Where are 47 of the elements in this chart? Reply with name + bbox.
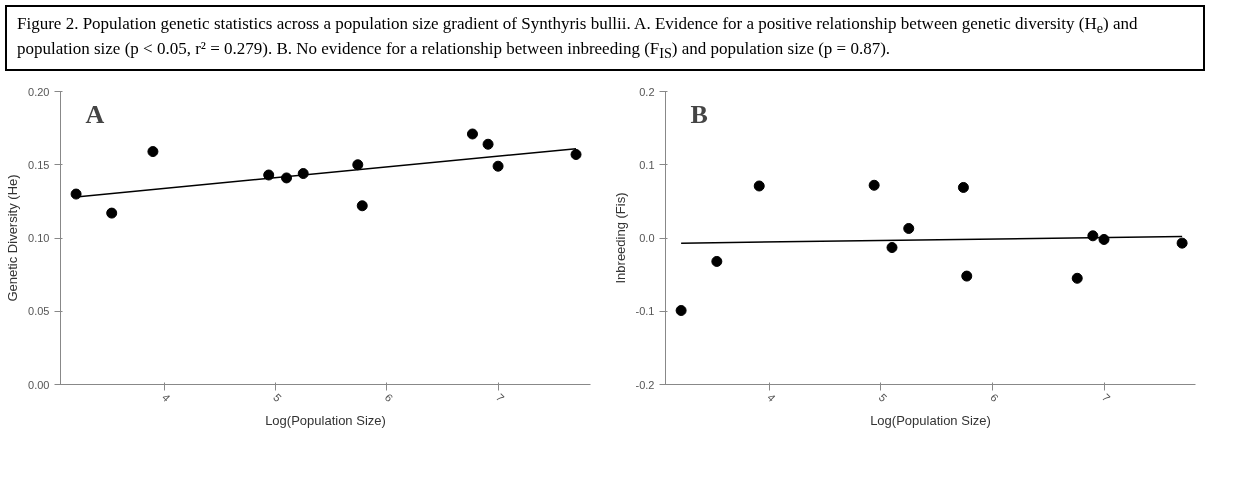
y-tick-label: 0.1 (639, 158, 655, 171)
x-tick-label: 5 (876, 390, 890, 404)
x-tick-label: 4 (159, 390, 173, 404)
x-tick-label: 5 (271, 390, 284, 404)
y-axis-title: Inbreeding (Fis) (612, 192, 628, 284)
y-tick-label: 0.00 (28, 378, 50, 391)
y-tick-label: 0.0 (639, 231, 655, 244)
point (903, 222, 915, 234)
y-tick-label: 0.10 (28, 231, 50, 244)
point (356, 199, 368, 211)
x-tick-label: 4 (765, 390, 778, 404)
y-tick-label: 0.20 (28, 85, 50, 98)
point (886, 241, 898, 253)
x-tick-label: 7 (493, 390, 507, 404)
point (1176, 237, 1188, 249)
y-tick-label: 0.05 (28, 304, 50, 317)
point (263, 169, 275, 181)
annotation: B (690, 99, 708, 129)
x-tick-label: 7 (1099, 390, 1113, 404)
point (482, 138, 494, 150)
point (675, 304, 687, 316)
point (868, 179, 880, 191)
point (1087, 229, 1099, 241)
x-tick-label: 6 (382, 390, 396, 404)
y-tick-label: -0.1 (635, 304, 655, 317)
y-axis-title: Genetic Diversity (He) (5, 174, 21, 302)
point (570, 148, 582, 160)
point (711, 255, 723, 267)
point (147, 145, 159, 157)
point (70, 188, 82, 200)
point (466, 128, 478, 140)
point (957, 181, 969, 193)
point (961, 270, 973, 282)
point (1098, 233, 1110, 245)
x-axis-title: Log(Population Size) (870, 413, 991, 429)
y-tick-label: 0.15 (28, 158, 50, 171)
y-tick-label: 0.2 (639, 85, 655, 98)
point (106, 207, 118, 219)
x-tick-label: 6 (988, 390, 1001, 404)
x-axis-title: Log(Population Size) (265, 413, 386, 429)
y-tick-label: -0.2 (635, 378, 655, 391)
point (492, 160, 504, 172)
chart-title: Figure 2. Population genetic statistics across a population size gradient of Synthyris bullii. A. Evidence for a positive relationship between genetic diversity (H$_{e}$) and population size (p < 0.05, r² = 0.279). B. No evidence for a relationship between inbreeding (F$_{IS}$) and population size (p = 0.87). (17, 14, 1138, 62)
point (753, 180, 765, 192)
point (352, 158, 364, 170)
point (1071, 272, 1083, 284)
annotation: A (85, 99, 105, 129)
